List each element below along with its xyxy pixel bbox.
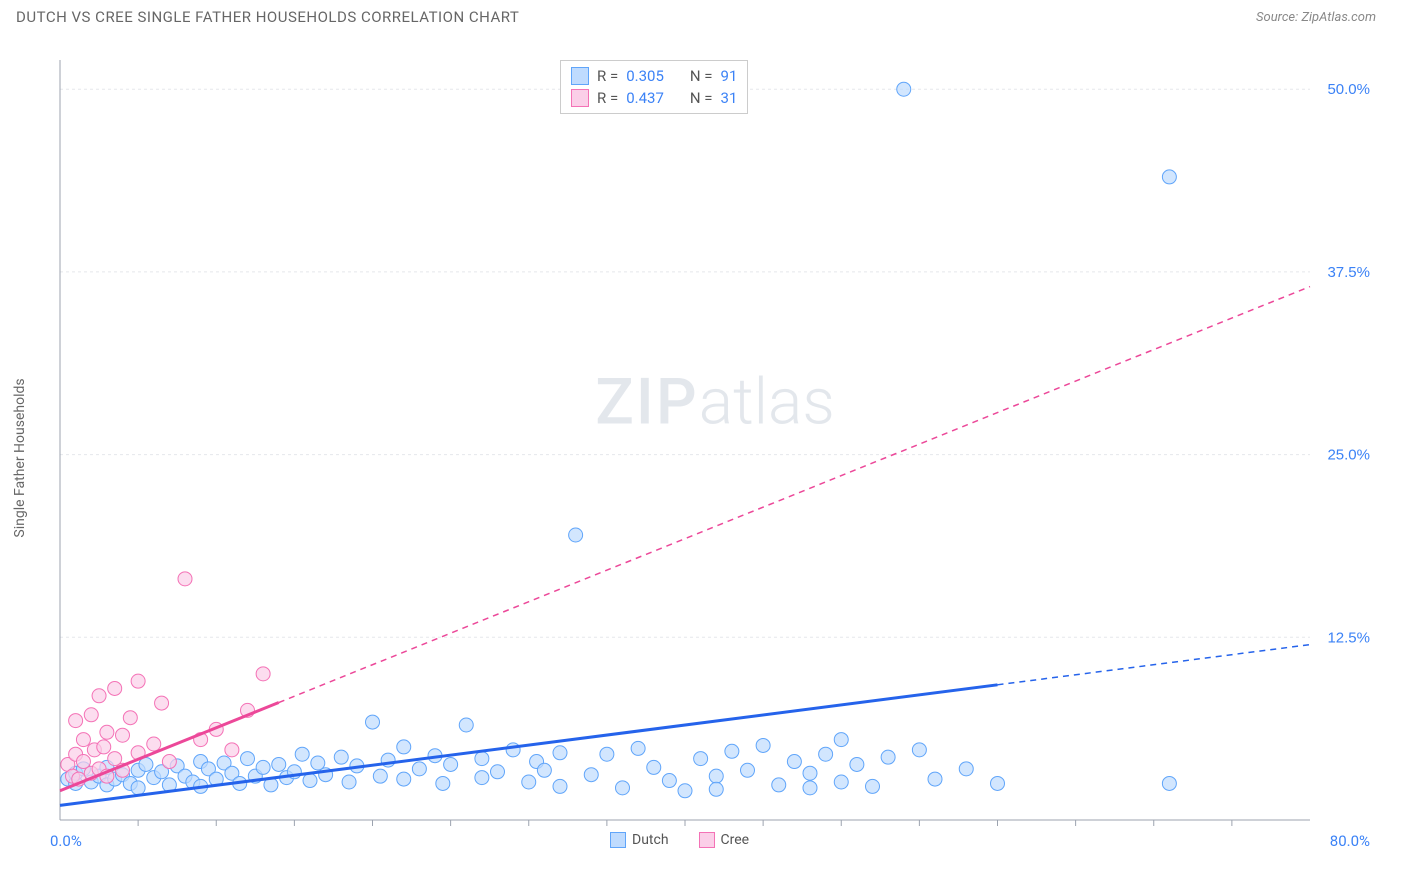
n-label: N = [690, 87, 713, 109]
legend-row-cree: R = 0.437 N = 31 [571, 87, 737, 109]
legend-label-dutch: Dutch [632, 832, 669, 848]
swatch-dutch [610, 832, 626, 848]
correlation-legend: R = 0.305 N = 91 R = 0.437 N = 31 [560, 60, 748, 114]
source-attribution: Source: ZipAtlas.com [1256, 10, 1376, 25]
svg-text:12.5%: 12.5% [1327, 629, 1370, 646]
chart-header: DUTCH VS CREE SINGLE FATHER HOUSEHOLDS C… [0, 0, 1406, 34]
legend-item-dutch: Dutch [610, 832, 669, 848]
n-label: N = [690, 65, 713, 87]
scatter-chart: 12.5% 25.0% 37.5% 50.0% [50, 50, 1380, 850]
svg-text:50.0%: 50.0% [1327, 81, 1370, 98]
swatch-cree [699, 832, 715, 848]
swatch-cree [571, 89, 589, 107]
chart-container: Single Father Households ZIPatlas 12.5%2… [50, 50, 1380, 850]
n-value-cree: 31 [721, 87, 738, 109]
r-label: R = [597, 87, 618, 109]
series-legend: Dutch Cree [610, 832, 749, 848]
x-axis-end: 80.0% [1330, 832, 1370, 850]
svg-text:25.0%: 25.0% [1327, 447, 1370, 464]
r-value-dutch: 0.305 [626, 65, 664, 87]
x-axis-start: 0.0% [50, 832, 82, 850]
y-axis-label: Single Father Households [12, 378, 28, 537]
source-label: Source: [1256, 10, 1298, 25]
legend-item-cree: Cree [699, 832, 750, 848]
swatch-dutch [571, 67, 589, 85]
svg-text:37.5%: 37.5% [1327, 264, 1370, 281]
source-value: ZipAtlas.com [1301, 10, 1376, 25]
chart-title: DUTCH VS CREE SINGLE FATHER HOUSEHOLDS C… [16, 8, 519, 26]
legend-row-dutch: R = 0.305 N = 91 [571, 65, 737, 87]
r-label: R = [597, 65, 618, 87]
legend-label-cree: Cree [721, 832, 750, 848]
n-value-dutch: 91 [721, 65, 738, 87]
r-value-cree: 0.437 [626, 87, 664, 109]
